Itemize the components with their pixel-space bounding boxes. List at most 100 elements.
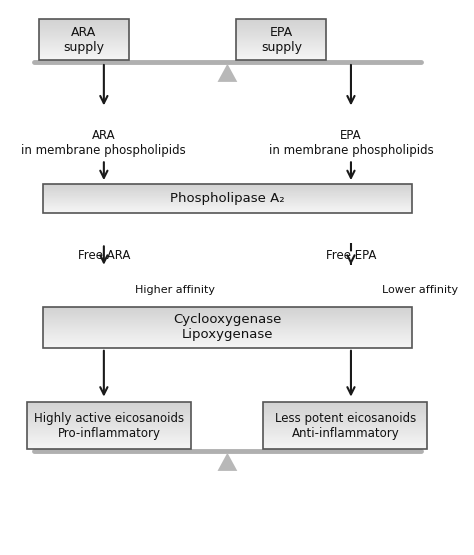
Bar: [237, 26, 326, 27]
Bar: [39, 33, 128, 34]
Bar: [43, 314, 411, 315]
Polygon shape: [218, 64, 237, 82]
Bar: [264, 403, 428, 405]
Bar: [264, 429, 428, 430]
Bar: [43, 321, 411, 322]
Bar: [264, 435, 428, 436]
Bar: [43, 209, 411, 210]
Bar: [237, 40, 326, 41]
Text: Free ARA: Free ARA: [78, 249, 130, 262]
Bar: [43, 324, 411, 325]
Bar: [237, 59, 326, 60]
Bar: [39, 36, 128, 37]
Bar: [43, 184, 411, 185]
Bar: [27, 438, 191, 440]
Bar: [264, 414, 428, 415]
Bar: [27, 441, 191, 442]
Bar: [43, 340, 411, 341]
Bar: [237, 47, 326, 48]
Bar: [27, 426, 191, 427]
Bar: [39, 38, 128, 39]
Bar: [264, 431, 428, 432]
Bar: [264, 436, 428, 437]
Bar: [237, 37, 326, 38]
Bar: [264, 440, 428, 441]
Bar: [27, 422, 191, 423]
Bar: [264, 443, 428, 444]
Bar: [39, 26, 128, 27]
Bar: [264, 427, 428, 428]
Bar: [264, 447, 428, 448]
Bar: [27, 402, 191, 449]
Bar: [43, 189, 411, 190]
Bar: [27, 408, 191, 409]
Bar: [237, 41, 326, 42]
Bar: [237, 27, 326, 28]
Bar: [27, 425, 191, 426]
Bar: [237, 49, 326, 50]
Bar: [39, 28, 128, 29]
Bar: [237, 36, 326, 37]
Bar: [264, 410, 428, 412]
Bar: [43, 323, 411, 324]
Bar: [39, 31, 128, 32]
Bar: [27, 417, 191, 418]
Bar: [39, 54, 128, 56]
Bar: [43, 200, 411, 201]
Bar: [27, 429, 191, 430]
Bar: [237, 53, 326, 54]
Bar: [264, 430, 428, 431]
Bar: [27, 437, 191, 438]
Bar: [43, 204, 411, 205]
Bar: [264, 421, 428, 422]
Bar: [43, 201, 411, 202]
Bar: [264, 432, 428, 434]
Bar: [39, 52, 128, 53]
Bar: [264, 438, 428, 440]
Bar: [237, 35, 326, 36]
Bar: [27, 427, 191, 428]
Bar: [27, 436, 191, 437]
Bar: [39, 21, 128, 22]
Bar: [264, 425, 428, 426]
Bar: [43, 206, 411, 207]
Bar: [43, 184, 411, 213]
Bar: [237, 22, 326, 23]
Bar: [27, 405, 191, 406]
Bar: [43, 198, 411, 199]
Bar: [43, 334, 411, 335]
Bar: [27, 414, 191, 415]
Bar: [39, 27, 128, 28]
Bar: [43, 345, 411, 346]
Bar: [27, 409, 191, 410]
Bar: [27, 415, 191, 416]
Bar: [43, 197, 411, 198]
Bar: [39, 39, 128, 40]
Bar: [237, 58, 326, 59]
Bar: [39, 37, 128, 38]
Bar: [39, 57, 128, 58]
Bar: [27, 412, 191, 413]
Bar: [264, 422, 428, 423]
Bar: [264, 412, 428, 413]
Bar: [237, 54, 326, 56]
Bar: [264, 437, 428, 438]
Bar: [237, 56, 326, 57]
Bar: [39, 53, 128, 54]
Bar: [27, 444, 191, 446]
Bar: [43, 326, 411, 327]
Bar: [237, 43, 326, 44]
Bar: [39, 23, 128, 24]
Bar: [27, 418, 191, 420]
Bar: [43, 212, 411, 213]
Bar: [264, 448, 428, 449]
Bar: [43, 192, 411, 193]
Bar: [43, 188, 411, 189]
Bar: [264, 415, 428, 416]
Bar: [39, 45, 128, 46]
Bar: [237, 33, 326, 34]
Bar: [43, 337, 411, 339]
Bar: [43, 335, 411, 336]
Bar: [237, 32, 326, 33]
Bar: [39, 56, 128, 57]
